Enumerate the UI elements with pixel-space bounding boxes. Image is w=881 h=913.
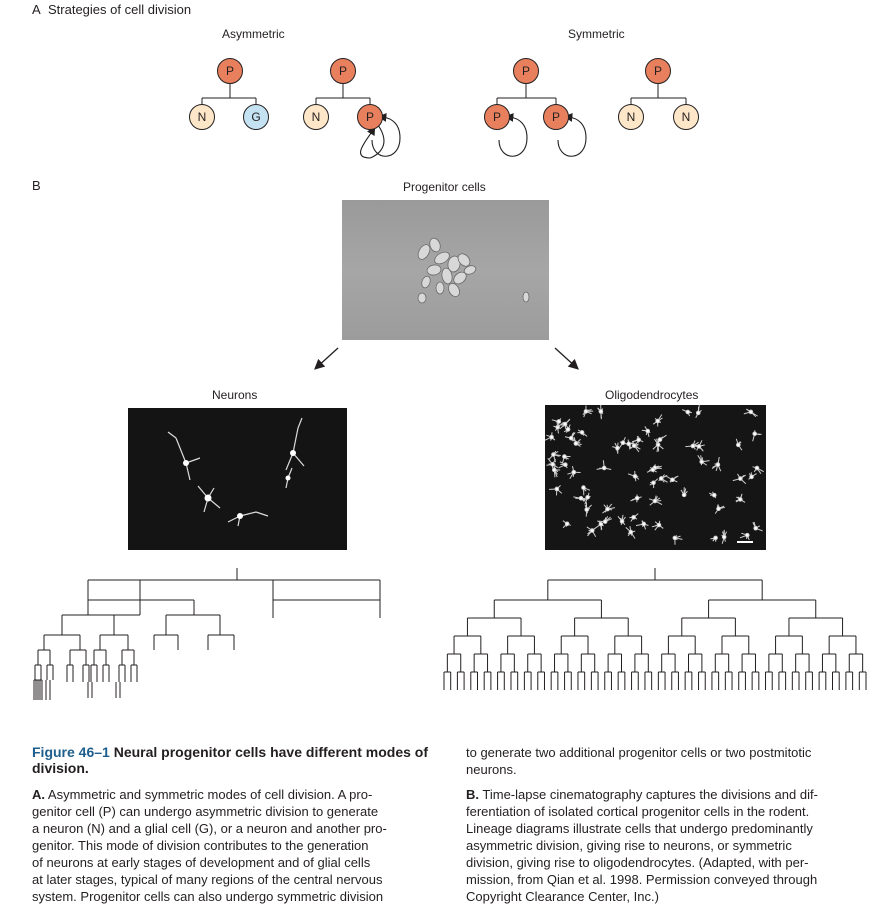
progenitor-cells-label: Progenitor cells [403, 180, 486, 194]
arrow-to-neurons [314, 347, 339, 370]
caption-a-line: of neurons at early stages of developmen… [32, 855, 371, 870]
caption-b-letter: B. [466, 787, 479, 802]
caption-a-line: system. Progenitor cells can also underg… [32, 889, 384, 904]
progenitor-cell: P [217, 58, 243, 84]
self-renewal-arrow-t3b [557, 113, 587, 157]
caption-left-column: A. Asymmetric and symmetric modes of cel… [32, 786, 452, 905]
caption-a-line: Asymmetric and symmetric modes of cell d… [47, 787, 373, 802]
panel-a-letter: A [32, 2, 41, 17]
progenitor-cell: P [513, 58, 539, 84]
progenitor-cell: P [357, 104, 383, 130]
division-strategies-diagram [201, 84, 687, 159]
progenitor-micrograph [342, 200, 549, 340]
caption-b-line: division, giving rise to oligodendrocyte… [466, 855, 809, 870]
self-renewal-arrow-t3a [498, 113, 528, 157]
self-renewal-arrows [360, 124, 385, 159]
caption-a-line: at later stages, typical of many regions… [32, 872, 383, 887]
caption-b-line: ferentiation of isolated cortical progen… [466, 804, 810, 819]
caption-a-line: genitor. This mode of division contribut… [32, 838, 369, 853]
panel-b-letter: B [32, 178, 41, 193]
neurons-label: Neurons [212, 388, 258, 402]
oligodendrocytes-image [545, 405, 764, 545]
caption-b-line: Copyright Clearance Center, Inc.) [466, 889, 659, 904]
figure-number: Figure 46–1 [32, 744, 110, 760]
neurons-micrograph [128, 408, 347, 550]
oligodendrocyte-lineage-tree [443, 568, 867, 690]
caption-a-continued: neurons. [466, 762, 517, 777]
neuron-cell: N [673, 104, 699, 130]
caption-right-column: to generate two additional progenitor ce… [466, 744, 878, 905]
glial-cell: G [243, 104, 269, 130]
figure-title: Neural progenitor cells have different m… [32, 744, 429, 776]
oligodendrocytes-micrograph [545, 405, 766, 550]
caption-a-continued: to generate two additional progenitor ce… [466, 745, 812, 760]
oligodendrocytes-label: Oligodendrocytes [605, 388, 699, 402]
neuron-cell: N [189, 104, 215, 130]
arrow-to-oligodendrocytes [554, 347, 579, 370]
progenitor-cell: P [330, 58, 356, 84]
caption-a-line: genitor cell (P) can undergo asymmetric … [32, 804, 379, 819]
asymmetric-label: Asymmetric [222, 27, 285, 41]
caption-b-line: Lineage diagrams illustrate cells that u… [466, 821, 813, 836]
self-renewal-arrow-t2 [371, 113, 401, 157]
figure-caption-title: Figure 46–1 Neural progenitor cells have… [32, 744, 442, 776]
progenitor-cell: P [543, 104, 569, 130]
caption-b-line: asymmetric division, giving rise to neur… [466, 838, 792, 853]
caption-b-line: Time-lapse cinematography captures the d… [482, 787, 818, 802]
lineage-diagrams [33, 568, 867, 700]
neuron-cell: N [303, 104, 329, 130]
symmetric-label: Symmetric [568, 27, 625, 41]
caption-a-line: a neuron (N) and a glial cell (G), or a … [32, 821, 387, 836]
neurons-image [167, 417, 305, 527]
caption-a-letter: A. [32, 787, 45, 802]
neuron-cell: N [618, 104, 644, 130]
division-connectors [201, 84, 687, 105]
neuron-lineage-tree [33, 568, 381, 700]
progenitor-cells-image [417, 237, 530, 304]
panel-a-title: Strategies of cell division [48, 2, 192, 17]
progenitor-cell: P [645, 58, 671, 84]
differentiation-arrows [314, 347, 579, 370]
scale-bar [737, 541, 753, 543]
progenitor-cell: P [484, 104, 510, 130]
caption-b-line: mission, from Qian et al. 1998. Permissi… [466, 872, 818, 887]
